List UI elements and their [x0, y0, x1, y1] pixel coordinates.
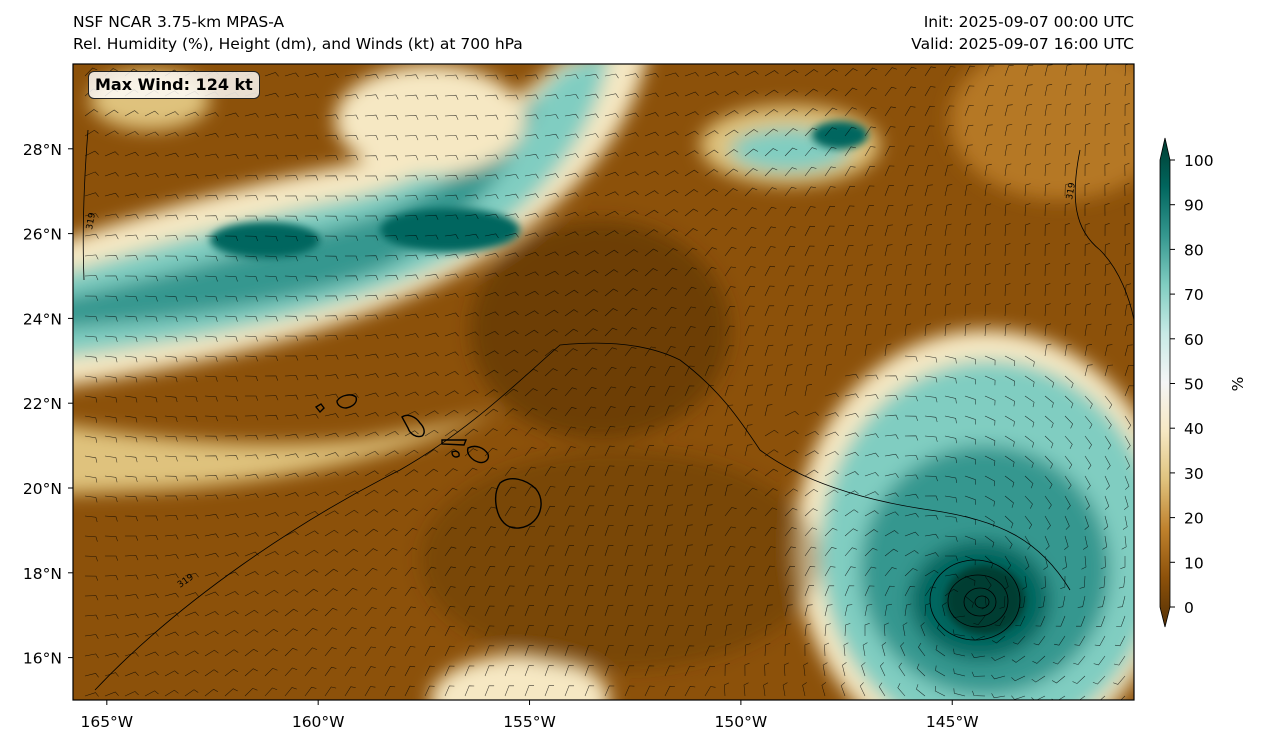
island-lanai — [451, 450, 460, 458]
lat-tick-label: 28°N — [23, 141, 62, 159]
lat-tick-label: 24°N — [23, 310, 62, 328]
model-title: NSF NCAR 3.75-km MPAS-A — [73, 13, 285, 31]
longitude-axis: 165°W 160°W 155°W 150°W 145°W — [80, 700, 979, 731]
lon-tick-label: 165°W — [80, 713, 133, 731]
height-contours — [82, 129, 1134, 691]
wind-barbs — [84, 64, 1134, 700]
humidity-field: 319 319 319 — [73, 64, 1134, 700]
island-molokai — [441, 439, 468, 446]
lat-tick-label: 18°N — [23, 565, 62, 583]
lon-tick-label: 155°W — [503, 713, 556, 731]
lat-tick-label: 16°N — [23, 650, 62, 668]
island-hawaii — [494, 478, 542, 529]
init-time: Init: 2025-09-07 00:00 UTC — [923, 13, 1134, 31]
lon-tick-label: 145°W — [926, 713, 979, 731]
time-block: Init: 2025-09-07 00:00 UTC Valid: 2025-0… — [911, 11, 1134, 55]
contour-label: 319 — [1065, 182, 1078, 201]
lat-tick-label: 26°N — [23, 226, 62, 244]
max-wind-annotation: Max Wind: 124 kt — [88, 71, 260, 99]
coastlines — [314, 394, 542, 529]
title-block: NSF NCAR 3.75-km MPAS-A Rel. Humidity (%… — [73, 11, 523, 55]
contour-label: 319 — [85, 212, 98, 231]
lon-tick-label: 150°W — [715, 713, 768, 731]
field-subtitle: Rel. Humidity (%), Height (dm), and Wind… — [73, 35, 523, 53]
island-kauai — [336, 394, 358, 409]
valid-time: Valid: 2025-09-07 16:00 UTC — [911, 35, 1134, 53]
map-frame — [72, 63, 1135, 701]
lat-tick-label: 22°N — [23, 395, 62, 413]
island-maui — [466, 445, 490, 464]
island-niihau — [314, 403, 325, 414]
island-oahu — [401, 414, 425, 438]
lat-tick-label: 20°N — [23, 480, 62, 498]
latitude-axis: 16°N 18°N 20°N 22°N 24°N 26°N 28°N — [23, 141, 73, 668]
lon-tick-label: 160°W — [292, 713, 345, 731]
